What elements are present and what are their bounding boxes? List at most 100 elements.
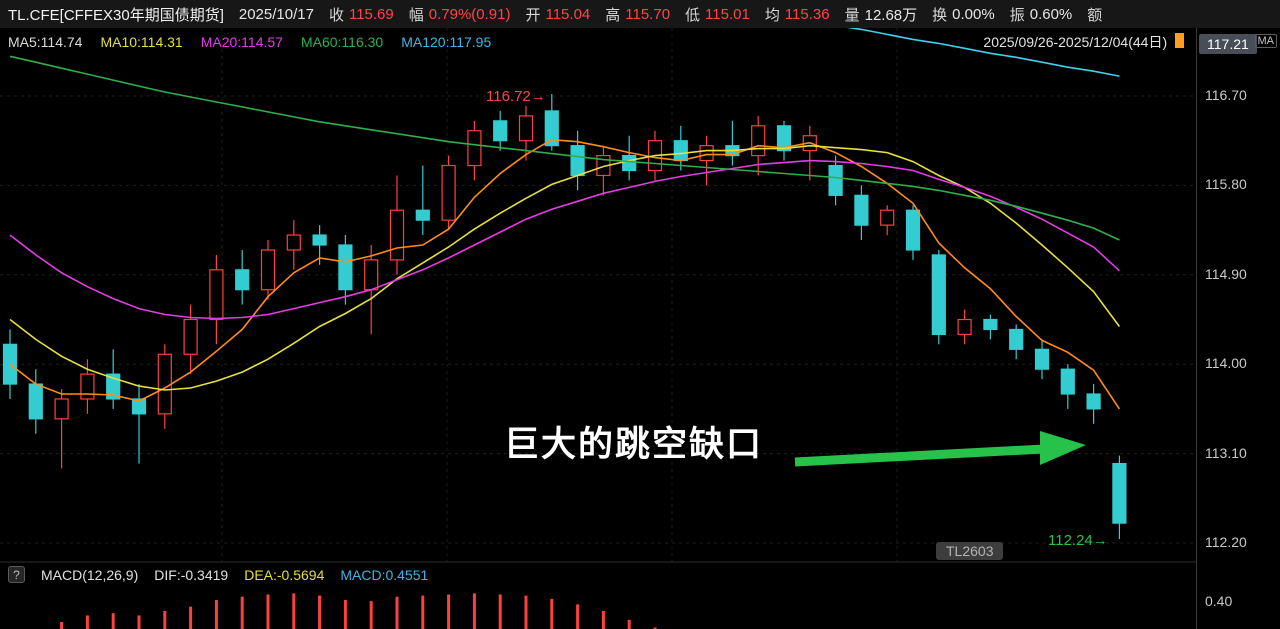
candle bbox=[389, 209, 405, 261]
candle bbox=[776, 125, 792, 152]
ma-legend-ma60: MA60:116.30 bbox=[300, 34, 384, 50]
macd-bar bbox=[472, 593, 476, 629]
peak-price-annotation: 116.72→ bbox=[486, 88, 546, 105]
candle bbox=[54, 398, 69, 420]
macd-bar bbox=[318, 595, 322, 629]
macd-bar bbox=[343, 600, 347, 629]
candle bbox=[673, 140, 688, 162]
help-icon[interactable]: ? bbox=[8, 566, 25, 583]
candle bbox=[957, 318, 972, 335]
macd-bar bbox=[550, 598, 554, 629]
candle bbox=[441, 164, 456, 221]
quote-stat-close: 收 115.69 bbox=[328, 5, 394, 24]
candle bbox=[1060, 368, 1075, 395]
candle bbox=[415, 209, 430, 221]
candle bbox=[622, 154, 637, 172]
candle bbox=[751, 125, 766, 157]
ma-lines-layer bbox=[9, 28, 1121, 410]
ma-line-ma20 bbox=[9, 159, 1120, 320]
candle bbox=[467, 130, 482, 167]
candle bbox=[235, 269, 250, 291]
price-axis-tick: 114.00 bbox=[1205, 355, 1247, 372]
macd-bar bbox=[447, 594, 451, 629]
candle bbox=[2, 343, 18, 385]
quote-stat-open: 开 115.04 bbox=[525, 5, 591, 24]
macd-bar bbox=[60, 622, 64, 629]
candle bbox=[364, 259, 379, 291]
candle bbox=[106, 373, 121, 400]
macd-bar bbox=[498, 594, 502, 629]
ma-legend-ma20: MA20:114.57 bbox=[200, 34, 283, 50]
candle bbox=[1034, 348, 1050, 370]
quote-stat-high: 高 115.70 bbox=[605, 5, 671, 24]
ma-line-ma120 bbox=[846, 28, 1120, 77]
quote-stats: 收 115.69 幅 0.79%(0.91) 开 115.04 高 115.70 低 115.01… bbox=[329, 4, 1107, 25]
candle bbox=[131, 398, 147, 415]
range-slider-handle[interactable] bbox=[1175, 33, 1184, 48]
quote-stat-volume: 量 12.68万 bbox=[844, 6, 918, 24]
candle bbox=[854, 194, 869, 226]
ma-line-ma60 bbox=[9, 55, 1120, 241]
macd-bar bbox=[369, 601, 373, 629]
candle bbox=[209, 269, 224, 321]
price-axis-tick: 114.90 bbox=[1205, 265, 1247, 282]
candle bbox=[828, 164, 843, 196]
quote-stat-low: 低 115.01 bbox=[685, 5, 750, 24]
quote-stat-avg: 均 115.36 bbox=[764, 5, 830, 24]
quote-stat-amplitude: 振 0.60% bbox=[1009, 5, 1073, 24]
date-range-selector[interactable]: 2025/09/26-2025/12/04(44日) ▼ bbox=[983, 32, 1184, 52]
macd-bar bbox=[292, 593, 296, 629]
price-axis-tick: 113.10 bbox=[1205, 444, 1247, 461]
quote-stat-turnover: 换 0.00% bbox=[932, 5, 995, 24]
macd-histogram bbox=[60, 593, 657, 629]
candle bbox=[544, 110, 559, 147]
candles-layer bbox=[2, 94, 1127, 540]
macd-bar bbox=[111, 613, 115, 629]
price-axis: 117.21 MA 116.70 115.80 114.90 114.00 113.10… bbox=[1196, 28, 1280, 629]
quote-header: TL.CFE[CFFEX30年期国债期货] 2025/10/17 收 115.69… bbox=[0, 0, 1280, 28]
candle bbox=[493, 120, 508, 142]
candle bbox=[518, 115, 534, 142]
price-axis-tick: 112.20 bbox=[1205, 533, 1247, 550]
candle bbox=[931, 254, 946, 335]
quote-date: 2025/10/17 bbox=[238, 5, 314, 23]
candle bbox=[157, 353, 172, 415]
ma-axis-badge: MA bbox=[1254, 34, 1277, 48]
axis-max-label: 117.21 bbox=[1199, 34, 1257, 54]
candle bbox=[1112, 462, 1127, 524]
candle bbox=[699, 145, 714, 162]
macd-bar bbox=[266, 594, 270, 629]
macd-dea-value: DEA:-0.5694 bbox=[244, 566, 325, 583]
ma-line-ma10 bbox=[9, 144, 1121, 391]
ma-legend-ma10: MA10:114.31 bbox=[100, 34, 183, 50]
grid-layer bbox=[0, 28, 1196, 563]
ma-line-ma5 bbox=[9, 138, 1121, 410]
macd-bar bbox=[240, 596, 244, 629]
macd-bar bbox=[653, 627, 657, 629]
macd-bar bbox=[601, 611, 605, 629]
contract-label: TL2603 bbox=[936, 542, 1004, 560]
candle bbox=[260, 249, 276, 291]
candle bbox=[570, 145, 585, 177]
macd-bar bbox=[421, 595, 425, 629]
low-price-annotation: 112.24→ bbox=[1048, 532, 1108, 549]
macd-dif-value: DIF:-0.3419 bbox=[154, 566, 229, 583]
candle bbox=[80, 373, 95, 400]
quote-stat-change: 幅 0.79%(0.91) bbox=[408, 5, 511, 24]
macd-bar bbox=[576, 604, 580, 629]
candle bbox=[1009, 328, 1024, 350]
ma-legend-ma120: MA120:117.95 bbox=[401, 34, 492, 50]
macd-bar bbox=[214, 600, 218, 629]
price-axis-tick: 116.70 bbox=[1205, 87, 1247, 103]
quote-stat-amount: 额 bbox=[1087, 6, 1103, 24]
candle bbox=[983, 318, 998, 331]
ma-legend-ma5: MA5:114.74 bbox=[8, 34, 83, 50]
macd-bar bbox=[163, 611, 167, 629]
macd-axis-tick: 0.40 bbox=[1205, 593, 1233, 609]
candle bbox=[286, 234, 301, 251]
candle bbox=[183, 318, 198, 355]
macd-bar bbox=[85, 615, 89, 629]
candlestick-chart[interactable] bbox=[0, 28, 1196, 629]
gap-annotation-text: 巨大的跳空缺口 bbox=[504, 425, 764, 464]
chart-area: MA5:114.74 MA10:114.31 MA20:114.57 MA60:116… bbox=[0, 28, 1196, 629]
